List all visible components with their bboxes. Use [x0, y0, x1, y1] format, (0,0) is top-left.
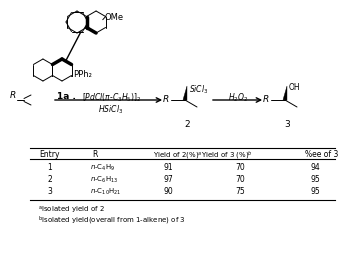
Text: Entry: Entry	[40, 150, 60, 159]
Text: R: R	[163, 96, 169, 105]
Text: $n$-C$_6$H$_{13}$: $n$-C$_6$H$_{13}$	[90, 175, 118, 185]
Text: R: R	[263, 96, 269, 105]
Text: $^{\mathrm{b}}$Isolated yield(overall from 1-alkene) of 3: $^{\mathrm{b}}$Isolated yield(overall fr…	[38, 215, 186, 227]
Text: $SiCl_3$: $SiCl_3$	[189, 83, 208, 96]
Text: R: R	[10, 92, 16, 101]
Text: 3: 3	[284, 120, 290, 129]
Text: OH: OH	[289, 83, 300, 92]
Text: 94: 94	[310, 163, 320, 172]
Text: $H_2O_2$: $H_2O_2$	[228, 91, 248, 103]
Text: 90: 90	[163, 187, 173, 196]
Text: 97: 97	[163, 175, 173, 184]
Text: 2: 2	[184, 120, 190, 129]
Text: 75: 75	[235, 187, 245, 196]
Text: 95: 95	[310, 175, 320, 184]
Text: 91: 91	[163, 163, 173, 172]
Text: 70: 70	[235, 163, 245, 172]
Text: 3: 3	[47, 187, 52, 196]
Text: 2: 2	[47, 175, 52, 184]
Text: OMe: OMe	[105, 13, 124, 22]
Text: PPh₂: PPh₂	[73, 70, 92, 79]
Text: Yield of 2(%)$^{a}$Yield of 3 (%)$^{b}$: Yield of 2(%)$^{a}$Yield of 3 (%)$^{b}$	[153, 150, 253, 162]
Text: R: R	[92, 150, 98, 159]
Text: $HSiCl_3$: $HSiCl_3$	[98, 103, 124, 116]
Text: 95: 95	[310, 187, 320, 196]
Text: 1: 1	[47, 163, 52, 172]
Text: 1a .: 1a .	[57, 92, 76, 101]
Text: %ee of 3: %ee of 3	[305, 150, 339, 159]
Polygon shape	[283, 86, 287, 100]
Text: $^{\mathrm{a}}$Isolated yield of 2: $^{\mathrm{a}}$Isolated yield of 2	[38, 205, 105, 216]
Polygon shape	[183, 86, 187, 100]
Text: $n$-C$_{10}$H$_{21}$: $n$-C$_{10}$H$_{21}$	[90, 187, 121, 197]
Text: $n$-C$_4$H$_9$: $n$-C$_4$H$_9$	[90, 163, 115, 173]
Text: 70: 70	[235, 175, 245, 184]
Text: $[PdCl(\pi$-$C_3H_5)]_2$: $[PdCl(\pi$-$C_3H_5)]_2$	[82, 91, 141, 103]
